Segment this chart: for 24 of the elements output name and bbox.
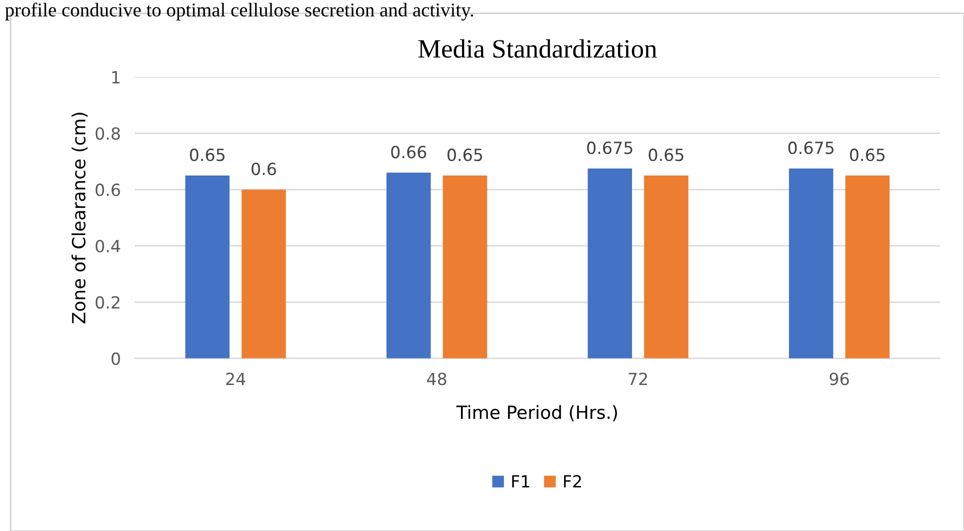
y-tick-label: 0.6 [96,184,120,196]
data-label: 0.65 [190,148,225,162]
y-tick-label: 0.2 [96,296,120,309]
legend-label: F1 [512,475,530,488]
x-tick-label: 24 [226,372,246,385]
text: profile conducive to optimal cellulose secretion and activity. [5,2,474,21]
y-tick-label: 0 [112,352,120,365]
data-label: 0.65 [448,148,482,162]
chart-title: Media Standardization [418,39,657,58]
x-axis-title: Time Period (Hrs.) [456,405,617,422]
data-label: 0.675 [788,142,834,154]
y-tick-label: 0.4 [96,240,120,252]
y-tick-label: 1 [112,71,120,84]
y-tick-label: 0.8 [96,127,120,140]
data-label: 0.65 [850,148,885,162]
x-tick-label: 72 [628,372,647,385]
data-label: 0.65 [648,148,684,162]
y-axis-title: Zone of Clearance (cm) [72,112,88,324]
x-tick-label: 96 [830,372,849,386]
data-label: 0.675 [587,142,632,154]
x-tick-label: 48 [427,372,446,386]
legend-label: F2 [564,475,581,488]
data-label: 0.66 [391,146,426,158]
data-label: 0.6 [252,162,276,176]
